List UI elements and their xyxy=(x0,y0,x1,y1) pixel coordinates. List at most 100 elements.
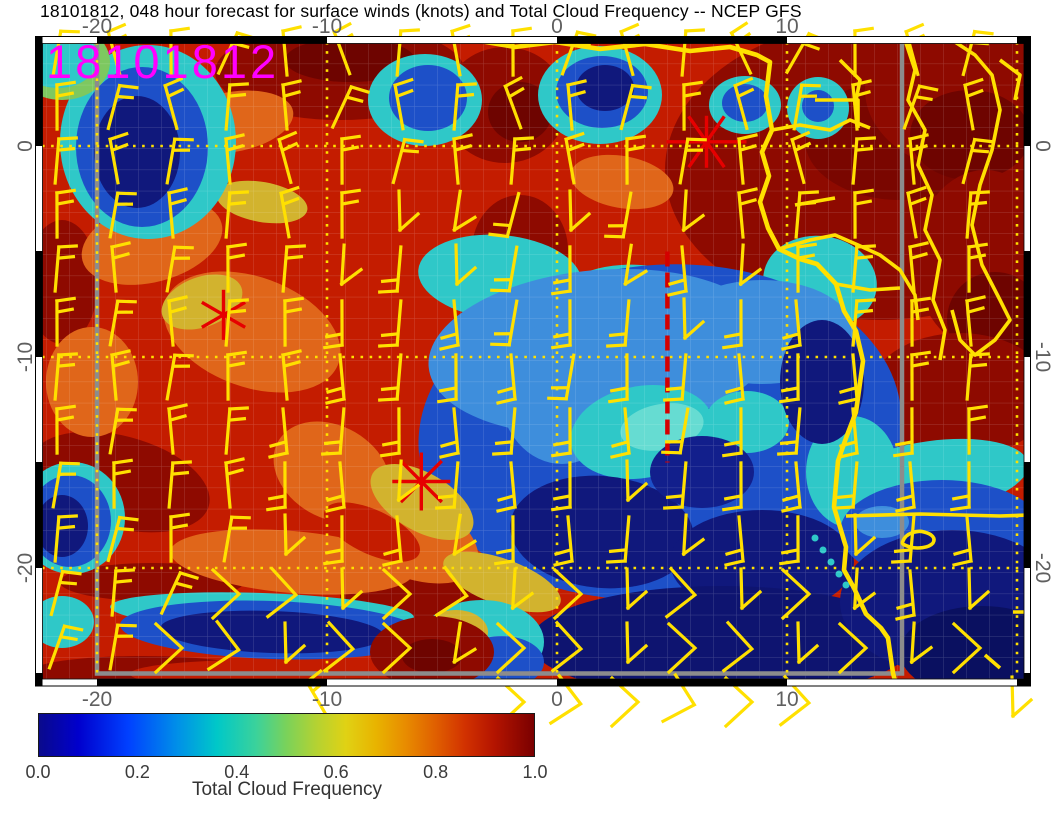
wind-barb xyxy=(279,185,300,239)
wind-barb xyxy=(283,621,307,665)
wind-barb xyxy=(902,84,939,130)
wind-barb xyxy=(610,407,631,459)
lat-tick-label-left: 0 xyxy=(14,140,37,152)
asterisk-marker xyxy=(687,115,726,169)
wind-barb xyxy=(509,136,534,185)
lon-tick-label-bottom: 0 xyxy=(551,688,563,711)
wind-barb xyxy=(851,244,876,293)
wind-barb xyxy=(53,514,78,563)
major-graticule-dotted xyxy=(42,42,1024,679)
wind-barb xyxy=(967,404,989,455)
wind-barb xyxy=(566,79,587,131)
wind-barb xyxy=(965,190,990,239)
wind-barb xyxy=(910,296,932,347)
wind-barb xyxy=(780,567,812,621)
wind-barb xyxy=(965,352,990,401)
wind-barb xyxy=(949,461,971,512)
wind-barb xyxy=(167,403,188,455)
wind-barb xyxy=(625,621,649,665)
wind-barb xyxy=(906,185,927,239)
lon-tick-label-bottom: 10 xyxy=(775,688,799,711)
wind-barb xyxy=(153,621,185,675)
wind-barb xyxy=(55,188,77,239)
wind-barb xyxy=(167,460,192,509)
wind-barb xyxy=(496,461,517,513)
plot-title: 18101812, 048 hour forecast for surface … xyxy=(40,1,802,21)
wind-barb xyxy=(108,623,137,671)
wind-barb xyxy=(226,242,248,293)
border-river-line xyxy=(1013,610,1024,614)
wind-barb xyxy=(891,515,916,564)
wind-barb xyxy=(53,136,78,185)
wind-barb xyxy=(393,77,414,131)
wind-barb xyxy=(721,299,743,350)
wind-barb xyxy=(224,190,249,239)
wind-barb xyxy=(265,461,287,512)
wind-barb xyxy=(169,512,191,563)
wind-barb xyxy=(777,407,802,456)
wind-barb xyxy=(224,298,249,347)
wind-barb xyxy=(493,515,515,566)
wind-barb xyxy=(439,407,460,459)
wind-barb xyxy=(550,407,572,458)
wind-barb xyxy=(778,515,800,566)
wind-barb xyxy=(853,188,875,239)
wind-barb xyxy=(325,461,346,513)
wind-barb xyxy=(165,137,194,185)
wind-barb xyxy=(110,349,131,401)
wind-barb xyxy=(340,134,362,185)
wind-barb xyxy=(552,567,584,621)
wind-barb xyxy=(281,79,302,131)
site-markers xyxy=(200,115,747,511)
wind-barb xyxy=(792,83,821,131)
wind-barb xyxy=(853,513,877,557)
lon-tick-label-top: -20 xyxy=(81,15,113,38)
wind-barb xyxy=(110,568,135,617)
cloud-frequency-colorbar xyxy=(38,713,535,757)
wind-barb xyxy=(547,353,576,401)
wind-barb xyxy=(663,353,688,402)
wind-barb xyxy=(434,565,469,618)
wind-barb xyxy=(163,76,185,131)
wind-barb xyxy=(378,245,403,294)
wind-barb xyxy=(625,134,647,185)
wind-barb xyxy=(108,299,137,347)
lat-tick-label-right: -20 xyxy=(1031,552,1054,584)
wind-barb xyxy=(106,83,139,131)
wind-barb xyxy=(678,137,707,185)
wind-barb xyxy=(283,296,305,347)
wind-barb xyxy=(397,189,421,233)
wind-barb xyxy=(112,458,134,509)
wind-barb xyxy=(663,461,688,510)
wind-barb xyxy=(381,621,413,675)
wind-barb xyxy=(681,189,706,233)
wind-barb xyxy=(268,407,289,459)
wind-barb xyxy=(667,245,688,297)
wind-barb xyxy=(224,82,249,131)
wind-barb xyxy=(490,245,519,293)
colorbar-tick-label: 0.6 xyxy=(323,762,349,782)
wind-barb xyxy=(838,353,859,405)
wind-barb xyxy=(49,569,82,617)
wind-barb xyxy=(452,82,477,131)
wind-barb xyxy=(909,621,934,665)
wind-barb xyxy=(167,187,188,239)
wind-barb xyxy=(165,245,194,293)
wind-barb xyxy=(724,353,745,405)
wind-barb xyxy=(681,513,706,557)
border-river-line xyxy=(845,512,1024,518)
wind-barb xyxy=(47,624,84,670)
wind-barb xyxy=(781,299,802,351)
wind-barb xyxy=(721,620,755,673)
wind-barb xyxy=(435,461,460,510)
colorbar-tick-label: 0.8 xyxy=(423,762,449,782)
wind-barb xyxy=(53,352,78,401)
wind-barb xyxy=(330,84,370,130)
border-river-line xyxy=(983,653,1002,670)
wind-barb xyxy=(381,567,413,621)
lat-tick-label-right: -10 xyxy=(1031,341,1054,373)
wind-barb xyxy=(382,515,403,567)
wind-barb xyxy=(852,567,877,611)
wind-barb xyxy=(452,513,478,557)
wind-barb xyxy=(281,244,306,293)
